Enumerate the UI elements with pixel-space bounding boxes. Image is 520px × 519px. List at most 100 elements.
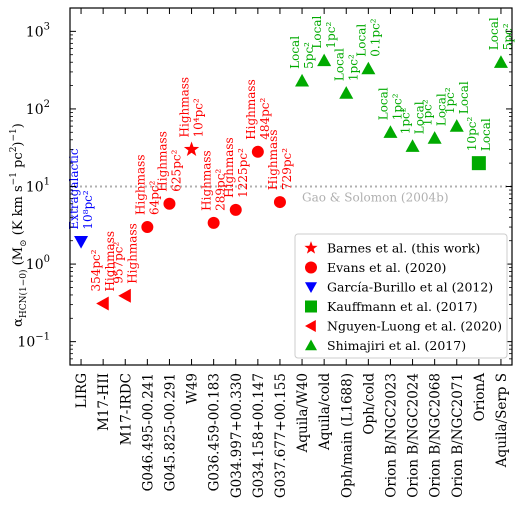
x-tick-label: Aquila/W40 <box>295 373 311 453</box>
legend-marker <box>304 241 318 254</box>
x-tick-label: M17-HII <box>96 373 112 431</box>
data-point <box>229 203 242 216</box>
data-point <box>273 196 286 209</box>
point-annotation: Highmass <box>155 131 169 192</box>
point-annotation: 1pc² <box>346 54 360 81</box>
point-annotation: Highmass <box>125 223 139 284</box>
x-tick-label: G034.158+00.147 <box>251 373 267 498</box>
data-point <box>251 145 264 158</box>
point-annotation: 289pc² <box>214 169 228 211</box>
x-tick-label: G045.825-00.291 <box>162 373 178 491</box>
data-point <box>361 61 376 75</box>
x-tick-label: G037.677+00.155 <box>273 373 289 498</box>
point-annotation: Local <box>332 48 346 81</box>
point-annotation: 354pc² <box>89 249 103 291</box>
legend-label: Nguyen-Luong et al. (2020) <box>327 319 502 334</box>
point-annotation: Local <box>288 36 302 69</box>
point-annotation: Highmass <box>266 130 280 191</box>
point-annotation: Highmass <box>133 154 147 215</box>
x-tick-label: Orion B/NGC2023 <box>383 373 399 498</box>
x-tick-label: G046.495-00.241 <box>140 373 156 491</box>
chart-axes: 10−1 100 101 102 103 LIRG M17-HII M17-IRDC G046.… <box>17 7 513 498</box>
point-annotation: 10⁸pc² <box>81 190 95 229</box>
point-annotation: Local <box>479 118 493 151</box>
x-tick-label: OrionA <box>472 373 488 422</box>
y-tick-label: 10−1 <box>17 332 50 351</box>
legend-marker <box>305 320 316 332</box>
point-annotation: Highmass <box>244 79 258 140</box>
y-tick-label: 102 <box>26 99 50 118</box>
legend-label: Kauffmann et al. (2017) <box>327 299 477 314</box>
legend-marker <box>305 282 317 293</box>
point-annotation: 625pc² <box>169 149 183 191</box>
point-annotation: Local <box>457 81 471 114</box>
data-point <box>163 197 176 210</box>
reference-line-label: Gao & Solomon (2004b) <box>302 191 449 205</box>
point-annotation: Local <box>354 24 368 57</box>
x-tick-label: W49 <box>185 373 201 404</box>
legend-label: García-Burillo et al (2012) <box>327 280 493 295</box>
x-tick-label: Aquila/Serp S <box>494 373 510 468</box>
point-annotation: 0.1pc² <box>368 18 382 56</box>
point-annotation: Highmass <box>103 231 117 292</box>
point-annotation: 5pc² <box>501 23 515 50</box>
x-tick-label: LIRG <box>74 373 90 408</box>
point-annotation: 1225pc² <box>236 148 250 198</box>
data-point <box>339 86 354 99</box>
legend-label: Evans et al. (2020) <box>327 260 446 275</box>
data-point <box>317 53 332 67</box>
point-annotation: 10pc² <box>465 116 479 151</box>
data-point <box>405 139 420 152</box>
data-point <box>449 119 464 132</box>
x-tick-label: Oph/cold <box>361 373 377 435</box>
data-point <box>471 156 486 171</box>
y-tick-label: 101 <box>26 177 50 196</box>
legend-marker <box>305 300 317 313</box>
point-annotation: 64pc² <box>147 180 161 215</box>
point-annotation: 484pc² <box>258 98 272 140</box>
data-point <box>207 216 220 229</box>
x-tick-label: Orion B/NGC2068 <box>428 373 444 498</box>
x-tick-label: Oph/main (L1688) <box>339 373 355 498</box>
data-point <box>427 131 442 144</box>
chart-legend: Barnes et al. (this work) Evans et al. (2… <box>294 233 508 359</box>
point-annotation: 957pc² <box>111 241 125 283</box>
y-tick-label: 103 <box>26 21 50 40</box>
point-annotation: Highmass <box>200 150 214 211</box>
point-annotation: 1pc² <box>390 93 404 120</box>
x-tick-label: M17-IRDC <box>118 373 134 445</box>
legend-marker <box>305 339 317 351</box>
x-tick-label: G034.997+00.330 <box>229 373 245 498</box>
point-annotation: Highmass <box>178 77 192 138</box>
legend-label: Shimajiri et al. (2017) <box>327 338 466 353</box>
point-annotation: Local <box>376 87 390 120</box>
point-annotation: 1pc² <box>421 99 435 126</box>
point-annotation: Local <box>487 17 501 50</box>
x-tick-label: Orion B/NGC2024 <box>406 373 422 498</box>
y-axis-label: αHCN(1−0) (M⊙ (K km s−1 pc2)−1) <box>9 123 29 327</box>
legend-label: Barnes et al. (this work) <box>327 241 480 256</box>
data-point <box>96 296 109 311</box>
data-point <box>141 221 154 234</box>
data-point <box>383 125 398 138</box>
point-annotation: Local <box>310 16 324 49</box>
data-point <box>493 55 508 68</box>
x-tick-label: G036.459-00.183 <box>207 373 223 491</box>
data-point <box>295 73 310 87</box>
point-annotation: Highmass <box>222 137 236 198</box>
data-point <box>74 235 89 249</box>
data-point <box>183 141 200 156</box>
data-point <box>118 288 131 303</box>
point-annotation: 1pc² <box>443 87 457 114</box>
point-annotation: 10⁴pc² <box>192 98 206 137</box>
point-annotation: Extragalactic <box>67 148 81 229</box>
point-annotation: 729pc² <box>280 148 294 190</box>
point-annotation: 1pc² <box>324 22 338 49</box>
legend-marker <box>305 261 317 274</box>
point-annotation: Local <box>435 93 449 126</box>
x-tick-label: Orion B/NGC2071 <box>450 373 466 498</box>
legend-box <box>294 233 508 359</box>
point-annotation: 5pc² <box>302 42 316 69</box>
